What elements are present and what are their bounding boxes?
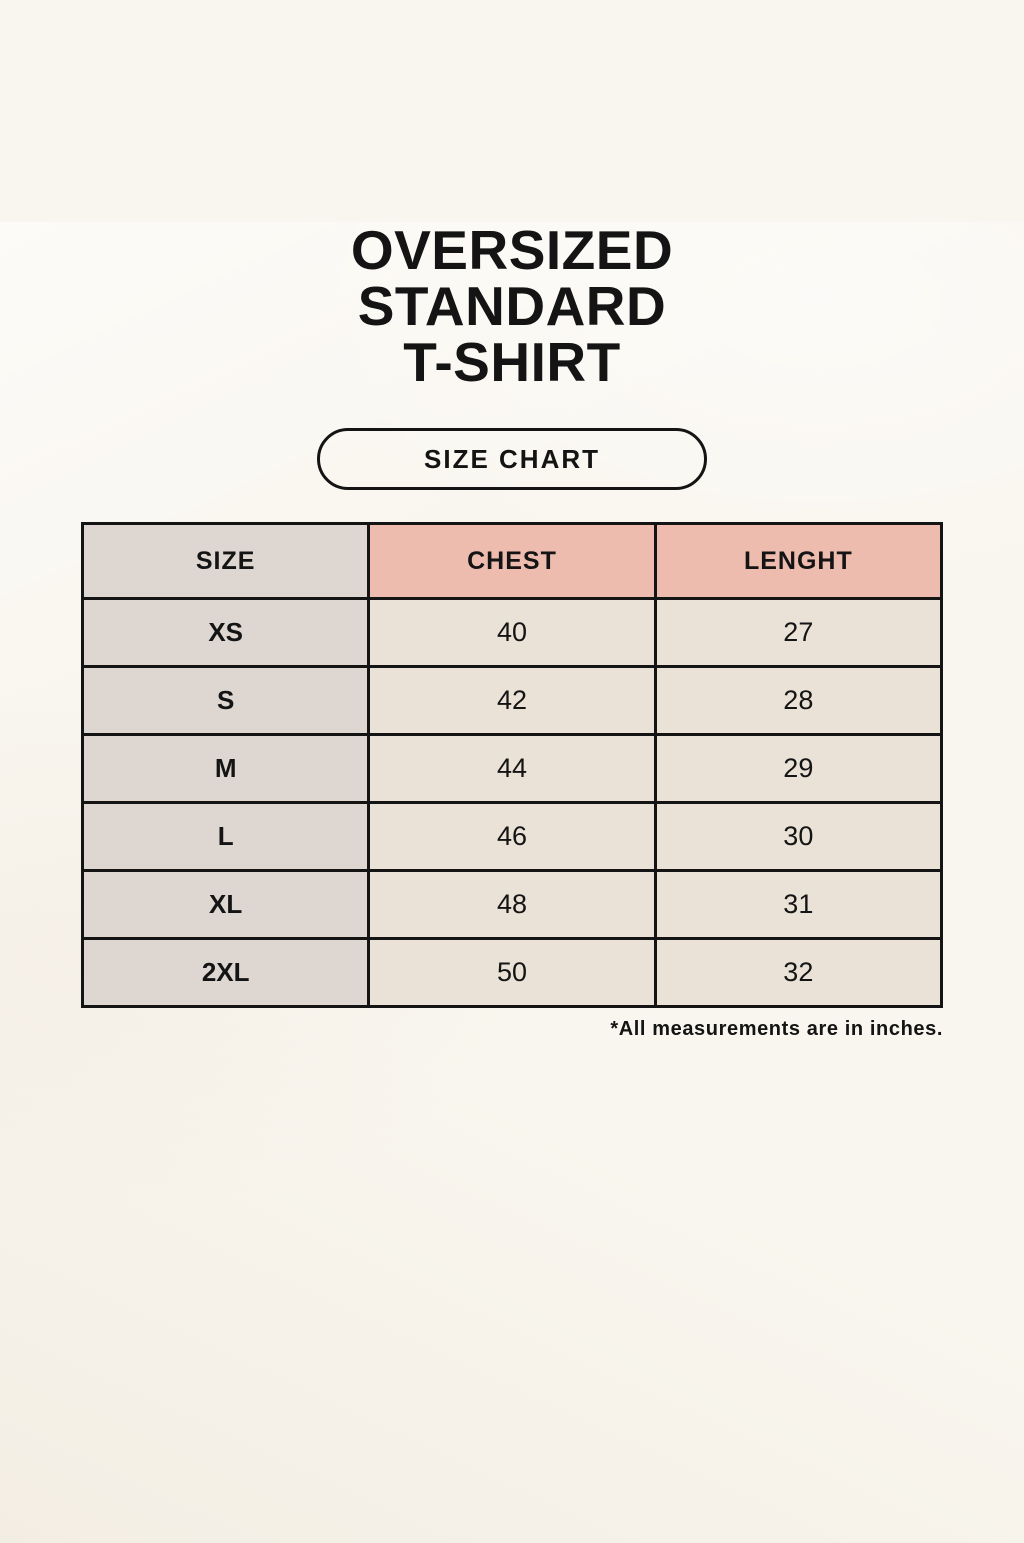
table-row-l: L 46 30 [80,801,944,872]
size-chart-button-label: SIZE CHART [424,443,600,474]
size-label: L [80,801,371,872]
size-chart-button[interactable]: SIZE CHART [317,428,707,490]
title-line-2: STANDARD [357,275,667,337]
length-value: 30 [653,801,944,872]
chest-value: 44 [367,733,657,804]
chest-value: 46 [367,801,657,872]
size-chart-graphic: OVERSIZED STANDARD T-SHIRT SIZE CHART SI… [0,222,1024,1041]
col-header-size: SIZE [80,522,371,600]
table-row-m: M 44 29 [80,733,944,804]
title-line-3: T-SHIRT [403,331,621,393]
length-value: 28 [653,665,944,736]
table-row-2xl: 2XL 50 32 [80,937,944,1008]
page-title: OVERSIZED STANDARD T-SHIRT [0,222,1024,390]
col-header-chest: CHEST [367,522,657,600]
chest-value: 42 [367,665,657,736]
chest-value: 50 [367,937,657,1008]
table-row-xs: XS 40 27 [80,597,944,668]
measurements-footnote: *All measurements are in inches. [610,1018,943,1040]
chest-value: 40 [367,597,657,668]
size-label: XL [80,869,371,940]
table-row-s: S 42 28 [80,665,944,736]
length-value: 27 [653,597,944,668]
size-label: S [80,665,371,736]
chest-value: 48 [367,869,657,940]
length-value: 32 [653,937,944,1008]
size-table: SIZE CHEST LENGHT XS 40 27 S 42 28 M 44 … [80,522,944,1008]
length-value: 31 [653,869,944,940]
length-value: 29 [653,733,944,804]
col-header-length: LENGHT [653,522,944,600]
title-line-1: OVERSIZED [350,219,674,281]
table-header-row: SIZE CHEST LENGHT [80,522,944,600]
size-label: XS [80,597,371,668]
table-row-xl: XL 48 31 [80,869,944,940]
size-label: M [80,733,371,804]
size-label: 2XL [80,937,371,1008]
